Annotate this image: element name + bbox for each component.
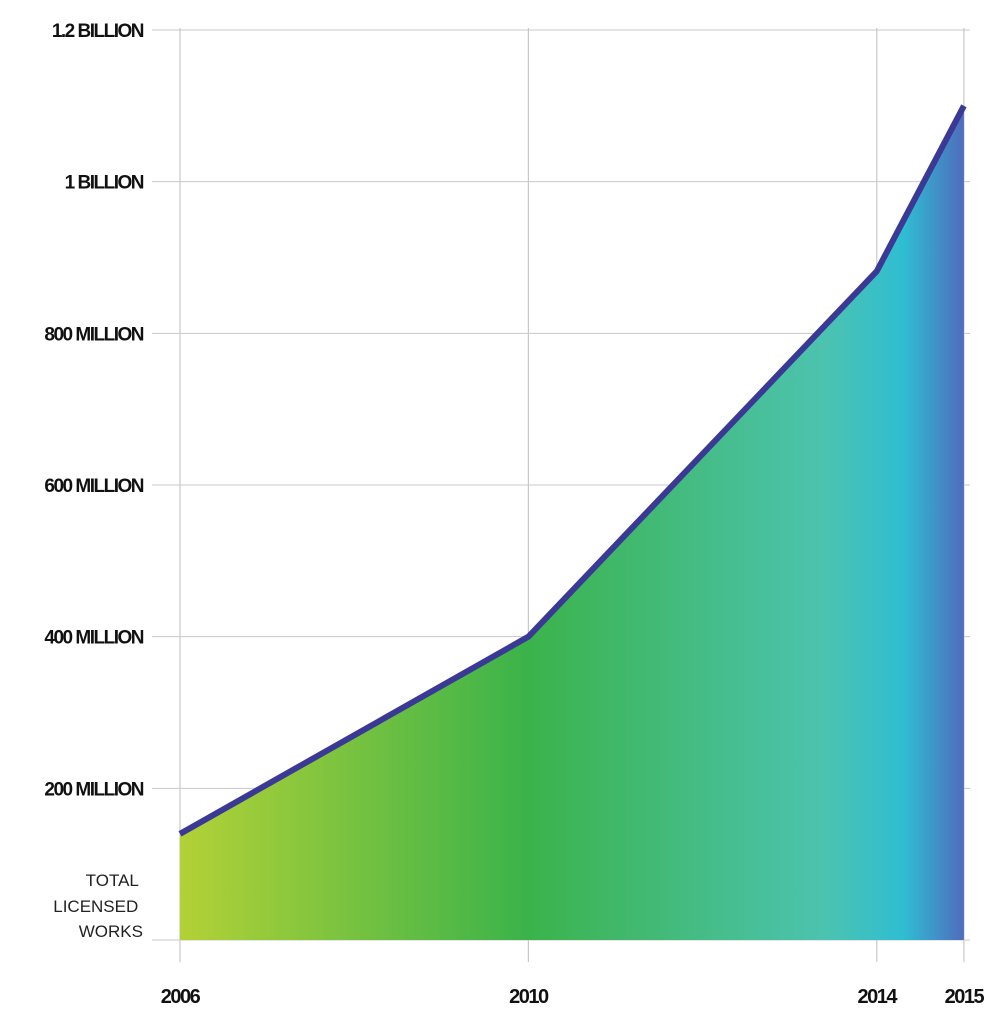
x-tick-label: 2010	[509, 986, 549, 1008]
x-tick-label: 2014	[858, 986, 899, 1008]
y-tick-label: 200 MILLION	[44, 779, 143, 800]
y-tick-label: 800 MILLION	[44, 324, 143, 345]
y-axis-label: TOTAL LICENSED WORKS	[53, 871, 143, 941]
y-tick-label: 600 MILLION	[44, 476, 143, 497]
y-tick-labels: 200 MILLION 400 MILLION 600 MILLION 800 MIL…	[44, 21, 145, 800]
x-tick-labels: 2006 2010 2014 2015	[161, 986, 986, 1008]
area-fill	[180, 105, 964, 941]
series-line	[178, 104, 967, 837]
y-tick-label: 1 BILLION	[65, 173, 144, 194]
y-tick-label: 400 MILLION	[44, 628, 143, 649]
y-tick-label: 1.2 BILLION	[52, 21, 144, 42]
x-tick-label: 2006	[161, 986, 201, 1008]
x-tick-label: 2015	[945, 986, 985, 1008]
